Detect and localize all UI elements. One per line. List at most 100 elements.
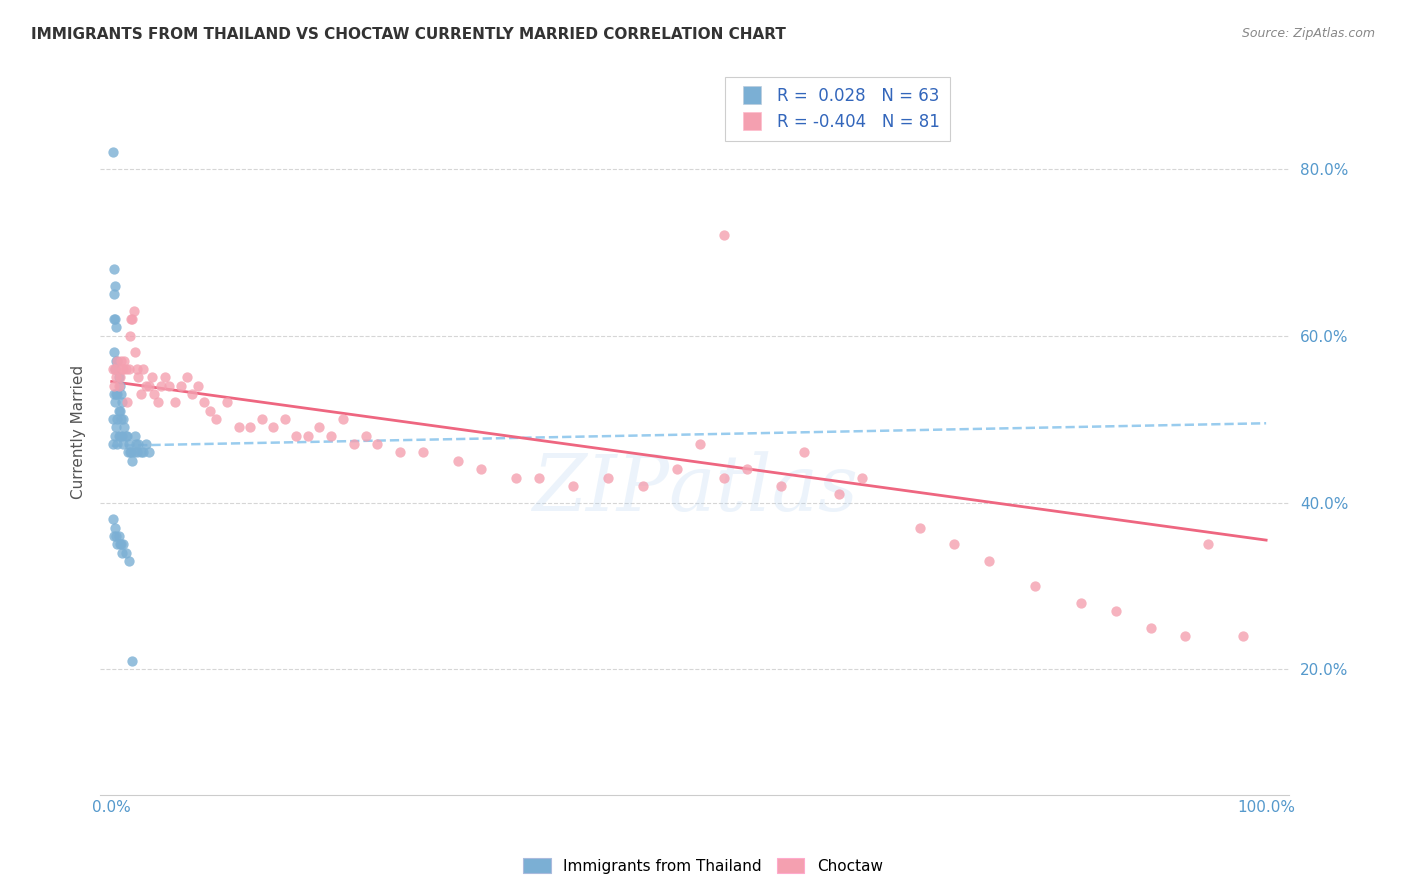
Point — [110, 537, 132, 551]
Point — [262, 420, 284, 434]
Point — [111, 546, 134, 560]
Point — [104, 429, 127, 443]
Point — [505, 470, 527, 484]
Point — [118, 437, 141, 451]
Point — [107, 537, 129, 551]
Point — [217, 395, 239, 409]
Point — [908, 520, 931, 534]
Point — [125, 445, 148, 459]
Point — [103, 312, 125, 326]
Point — [735, 462, 758, 476]
Point — [125, 437, 148, 451]
Point — [111, 395, 134, 409]
Point — [105, 320, 128, 334]
Point — [470, 462, 492, 476]
Point — [181, 387, 204, 401]
Point — [129, 445, 152, 459]
Point — [124, 345, 146, 359]
Point — [977, 554, 1000, 568]
Point — [713, 470, 735, 484]
Point — [112, 412, 135, 426]
Point — [108, 403, 131, 417]
Point — [793, 445, 815, 459]
Point — [204, 412, 226, 426]
Point — [153, 370, 176, 384]
Point — [103, 378, 125, 392]
Point — [103, 345, 125, 359]
Point — [1174, 629, 1197, 643]
Point — [1232, 629, 1254, 643]
Point — [114, 429, 136, 443]
Point — [631, 479, 654, 493]
Point — [121, 312, 143, 326]
Point — [104, 520, 127, 534]
Legend: R =  0.028   N = 63, R = -0.404   N = 81: R = 0.028 N = 63, R = -0.404 N = 81 — [725, 77, 949, 141]
Y-axis label: Currently Married: Currently Married — [72, 365, 86, 499]
Point — [117, 445, 139, 459]
Point — [110, 412, 132, 426]
Point — [104, 278, 127, 293]
Point — [122, 303, 145, 318]
Point — [111, 362, 134, 376]
Point — [129, 387, 152, 401]
Point — [1070, 596, 1092, 610]
Point — [239, 420, 262, 434]
Point — [562, 479, 585, 493]
Point — [107, 437, 129, 451]
Point — [527, 470, 550, 484]
Point — [132, 445, 155, 459]
Point — [250, 412, 273, 426]
Point — [112, 353, 135, 368]
Point — [104, 362, 127, 376]
Point — [354, 429, 377, 443]
Point — [150, 378, 173, 392]
Point — [146, 395, 169, 409]
Point — [112, 437, 135, 451]
Point — [104, 362, 127, 376]
Point — [104, 312, 127, 326]
Point — [107, 529, 129, 543]
Point — [108, 537, 131, 551]
Point — [105, 353, 128, 368]
Point — [108, 429, 131, 443]
Point — [198, 403, 221, 417]
Point — [121, 454, 143, 468]
Point — [105, 370, 128, 384]
Point — [943, 537, 966, 551]
Point — [120, 312, 142, 326]
Point — [828, 487, 851, 501]
Point — [101, 145, 124, 159]
Point — [101, 362, 124, 376]
Text: IMMIGRANTS FROM THAILAND VS CHOCTAW CURRENTLY MARRIED CORRELATION CHART: IMMIGRANTS FROM THAILAND VS CHOCTAW CURR… — [31, 27, 786, 42]
Point — [135, 437, 157, 451]
Point — [770, 479, 793, 493]
Point — [132, 362, 155, 376]
Point — [114, 362, 136, 376]
Point — [110, 353, 132, 368]
Point — [101, 412, 124, 426]
Point — [187, 378, 209, 392]
Point — [124, 429, 146, 443]
Point — [1197, 537, 1219, 551]
Point — [118, 362, 141, 376]
Point — [851, 470, 873, 484]
Point — [447, 454, 470, 468]
Point — [285, 429, 308, 443]
Point — [112, 420, 135, 434]
Point — [108, 378, 131, 392]
Point — [107, 353, 129, 368]
Point — [138, 378, 160, 392]
Point — [103, 387, 125, 401]
Point — [127, 437, 149, 451]
Point — [115, 429, 138, 443]
Point — [143, 387, 166, 401]
Point — [108, 370, 131, 384]
Point — [105, 420, 128, 434]
Point — [120, 445, 142, 459]
Point — [343, 437, 366, 451]
Point — [157, 378, 180, 392]
Text: ZIP​atlas: ZIP​atlas — [531, 451, 858, 528]
Point — [127, 370, 149, 384]
Point — [101, 512, 124, 526]
Point — [103, 261, 125, 276]
